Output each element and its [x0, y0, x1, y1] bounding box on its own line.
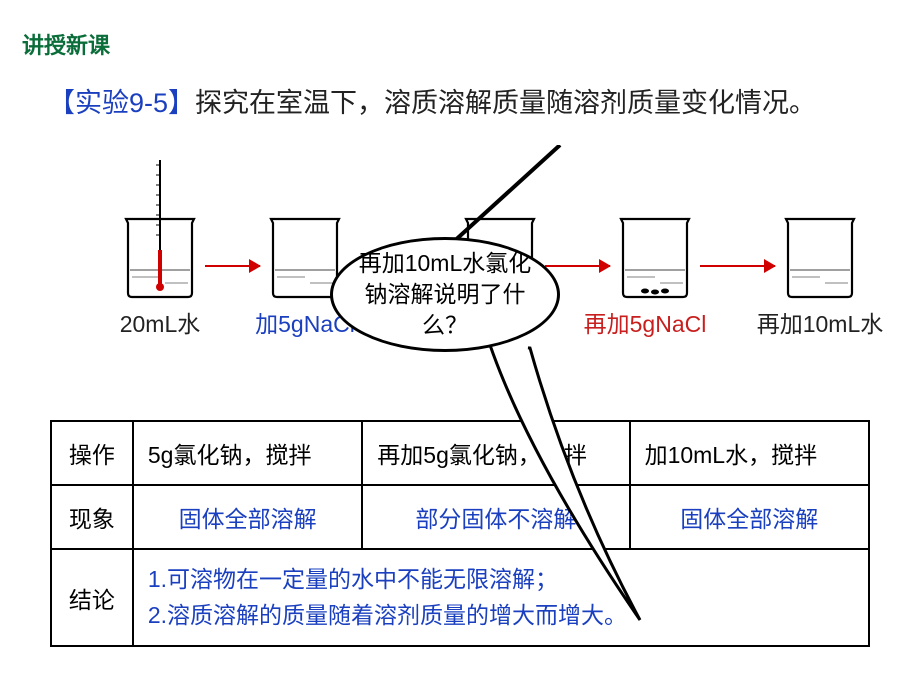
row-label-op: 操作 — [51, 421, 133, 485]
title-body: 探究在室温下，溶质溶解质量随溶剂质量变化情况。 — [195, 88, 816, 118]
arrow-3 — [545, 265, 610, 267]
beaker-label-4: 再加5gNaCl — [565, 305, 725, 339]
arrow-4 — [700, 265, 775, 267]
beaker-1: 20mL水 — [120, 215, 200, 300]
experiment-title: 【实验9-5】探究在室温下，溶质溶解质量随溶剂质量变化情况。 — [48, 78, 872, 129]
beaker-label-1: 20mL水 — [80, 305, 240, 339]
title-bracket: 【实验9-5】 — [48, 88, 195, 118]
experiment-table: 操作 5g氯化钠，搅拌 再加5g氯化钠，搅拌 加10mL水，搅拌 现象 固体全部… — [50, 420, 870, 647]
speech-text: 再加10mL水氯化钠溶解说明了什么？ — [351, 248, 539, 341]
section-header: 讲授新课 — [22, 28, 110, 60]
op-cell-1: 5g氯化钠，搅拌 — [133, 421, 362, 485]
speech-bubble: 再加10mL水氯化钠溶解说明了什么？ — [330, 237, 560, 352]
table-row-operation: 操作 5g氯化钠，搅拌 再加5g氯化钠，搅拌 加10mL水，搅拌 — [51, 421, 869, 485]
row-label-ph: 现象 — [51, 485, 133, 549]
arrow-1 — [205, 265, 260, 267]
beaker-label-5: 再加10mL水 — [740, 305, 900, 339]
beaker-5: 再加10mL水 — [780, 215, 860, 300]
speech-tail — [470, 340, 670, 640]
ph-cell-1: 固体全部溶解 — [133, 485, 362, 549]
row-label-concl: 结论 — [51, 549, 133, 646]
table-row-phenomenon: 现象 固体全部溶解 部分固体不溶解 固体全部溶解 — [51, 485, 869, 549]
experiment-diagram: 再加10mL水氯化钠溶解说明了什么？ 20mL水加5gNaCl再加5gNaCl再… — [60, 205, 860, 385]
table-row-conclusion: 结论 1.可溶物在一定量的水中不能无限溶解； 2.溶质溶解的质量随着溶剂质量的增… — [51, 549, 869, 646]
beaker-4: 再加5gNaCl — [615, 215, 695, 300]
